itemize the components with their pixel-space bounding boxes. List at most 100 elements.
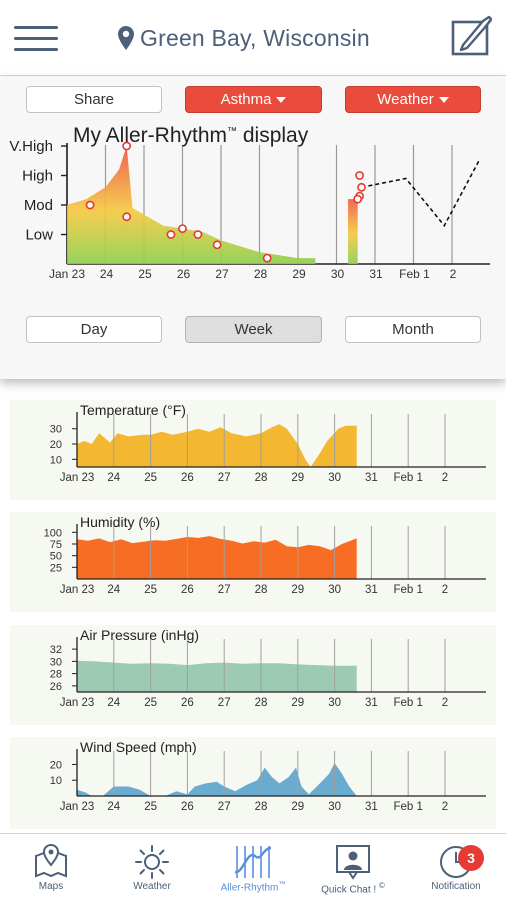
x-tick-label: 29 — [291, 801, 304, 813]
x-tick-label: 26 — [181, 584, 194, 596]
nav-quick-chat-text: Quick Chat ! — [321, 884, 377, 896]
x-tick-label: 25 — [138, 267, 152, 281]
x-tick-label: 27 — [218, 584, 231, 596]
y-tick-label: 30 — [50, 656, 62, 668]
x-tick-label: 26 — [177, 267, 191, 281]
observation-point — [212, 240, 222, 250]
hamburger-menu-icon[interactable] — [14, 20, 60, 54]
x-tick-label: Jan 23 — [49, 267, 85, 281]
week-label: Week — [234, 321, 273, 338]
asthma-dropdown[interactable]: Asthma — [185, 86, 322, 113]
x-tick-label: 31 — [365, 801, 378, 813]
aller-rhythm-icon — [234, 846, 272, 878]
aller-rhythm-chart: Low Mod High V.High Jan 23 24 25 26 27 28 29 30 31 Fe… — [9, 138, 490, 281]
y-tick-label: 100 — [44, 527, 62, 539]
x-tick-label: 31 — [365, 584, 378, 596]
location-selector[interactable]: Green Bay, Wisconsin — [118, 22, 370, 54]
aller-rhythm-title: My Aller-Rhythm™ display — [73, 124, 308, 148]
y-tick-label: Low — [25, 227, 53, 244]
month-range-button[interactable]: Month — [345, 316, 481, 343]
y-tick-label: High — [22, 168, 53, 185]
y-tick-label: Mod — [24, 197, 53, 214]
nav-weather[interactable]: Weather — [107, 834, 197, 900]
notification-badge: 3 — [458, 845, 484, 871]
x-tick-label: 29 — [291, 584, 304, 596]
x-tick-label: 25 — [144, 801, 157, 813]
edit-note-icon[interactable] — [449, 15, 495, 59]
nav-quick-chat[interactable]: Quick Chat ! © — [308, 834, 398, 900]
x-tick-label: Jan 23 — [60, 584, 95, 596]
x-tick-label: Jan 23 — [60, 472, 95, 484]
nav-trademark-mark: ™ — [278, 881, 286, 888]
chevron-down-icon — [438, 96, 449, 103]
x-tick-label: 28 — [255, 472, 268, 484]
aller-rhythm-title-text: My Aller-Rhythm — [73, 124, 228, 147]
y-tick-label: 10 — [50, 454, 62, 466]
nav-notification-label: Notification — [431, 881, 481, 892]
y-tick-label: V.High — [9, 138, 53, 155]
x-tick-label: 24 — [107, 697, 120, 709]
x-tick-label: Feb 1 — [399, 267, 430, 281]
week-range-button[interactable]: Week — [185, 316, 322, 343]
x-tick-label: 30 — [328, 697, 341, 709]
x-tick-label: 31 — [369, 267, 383, 281]
temperature-chart: 10 20 30 Jan 23 24 25 26 27 28 29 30 31 Feb 1 2 Temper… — [50, 402, 486, 484]
y-tick-label: 28 — [50, 669, 62, 681]
x-tick-label: 28 — [255, 801, 268, 813]
risk-area — [67, 146, 316, 264]
nav-aller-rhythm-label: Aller-Rhythm™ — [208, 881, 298, 893]
x-tick-label: Feb 1 — [393, 472, 422, 484]
nav-aller-rhythm[interactable]: Aller-Rhythm™ — [208, 834, 298, 900]
wind-speed-panel: 10 20 Jan 23 24 25 26 27 28 29 30 31 Feb 1 2 Wind Spe… — [10, 737, 496, 829]
observation-point — [122, 212, 132, 222]
x-tick-label: 25 — [144, 584, 157, 596]
observation-point — [178, 224, 187, 233]
x-tick-label: 2 — [442, 801, 448, 813]
air-pressure-panel: 26 28 30 32 Jan 23 24 25 26 27 28 29 30 31 Feb 1 2 Air … — [10, 625, 496, 725]
x-tick-label: 2 — [442, 697, 448, 709]
observation-point — [353, 194, 363, 204]
observation-point — [122, 141, 132, 151]
y-tick-label: 75 — [50, 539, 62, 551]
x-tick-label: 29 — [291, 697, 304, 709]
x-tick-label: 28 — [255, 584, 268, 596]
x-tick-label: 30 — [328, 801, 341, 813]
x-tick-label: 28 — [254, 267, 268, 281]
x-tick-label: 25 — [144, 472, 157, 484]
x-tick-label: Jan 23 — [60, 697, 95, 709]
nav-maps[interactable]: Maps — [6, 834, 96, 900]
x-tick-label: 26 — [181, 697, 194, 709]
x-tick-label: 2 — [442, 472, 448, 484]
chart-title: Wind Speed (mph) — [80, 739, 197, 755]
share-button[interactable]: Share — [26, 86, 162, 113]
x-tick-label: 27 — [215, 267, 229, 281]
weather-dropdown[interactable]: Weather — [345, 86, 481, 113]
nav-aller-rhythm-text: Aller-Rhythm — [220, 882, 279, 894]
observation-point — [355, 171, 364, 180]
observation-point — [262, 253, 272, 263]
x-tick-label: 24 — [107, 801, 120, 813]
x-tick-label: Feb 1 — [393, 584, 422, 596]
y-tick-label: 25 — [50, 562, 62, 574]
y-tick-label: 20 — [50, 439, 62, 451]
x-tick-label: 29 — [292, 267, 306, 281]
x-tick-label: 26 — [181, 472, 194, 484]
nav-notification[interactable]: Notification — [411, 834, 501, 900]
aller-rhythm-title-suffix: display — [237, 124, 309, 147]
month-label: Month — [392, 321, 434, 338]
chart-title: Temperature (°F) — [80, 402, 186, 418]
temperature-panel: 10 20 30 Jan 23 24 25 26 27 28 29 30 31 Feb 1 2 Temper… — [10, 400, 496, 500]
x-tick-label: 2 — [442, 584, 448, 596]
bottom-navigation: Maps Weather — [0, 833, 506, 900]
observation-point — [166, 230, 176, 239]
series-area — [77, 424, 357, 467]
share-label: Share — [73, 91, 115, 108]
day-range-button[interactable]: Day — [26, 316, 162, 343]
location-name: Green Bay, Wisconsin — [140, 24, 370, 51]
x-tick-label: Feb 1 — [393, 801, 422, 813]
x-tick-label: 2 — [450, 267, 457, 281]
series-area — [77, 536, 357, 579]
